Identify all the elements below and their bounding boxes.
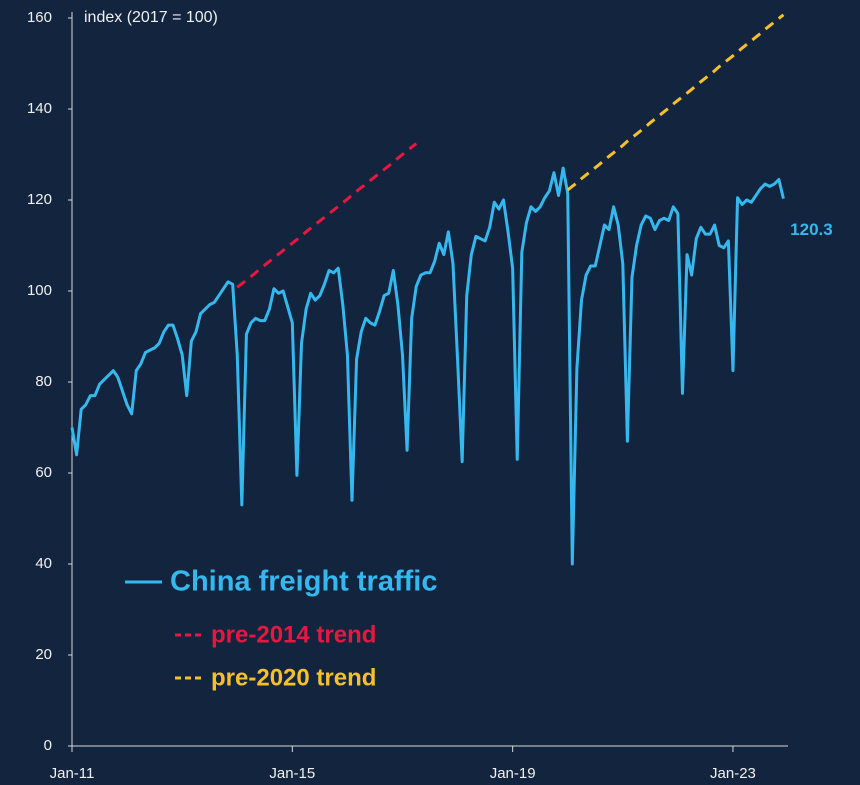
y-axis-label: index (2017 = 100) [84, 9, 218, 26]
x-tick-label: Jan-11 [50, 765, 95, 782]
y-tick-label: 120 [27, 191, 52, 208]
x-tick-label: Jan-19 [490, 765, 536, 782]
y-tick-label: 20 [35, 646, 52, 663]
y-tick-label: 80 [35, 373, 52, 390]
y-tick-label: 140 [27, 100, 52, 117]
series-line [566, 13, 785, 192]
y-tick-label: 100 [27, 282, 52, 299]
end-value-label: 120.3 [790, 220, 833, 239]
y-tick-label: 40 [35, 555, 52, 572]
y-tick-label: 160 [27, 9, 52, 26]
legend-label: pre-2020 trend [211, 664, 376, 691]
legend-label: pre-2014 trend [211, 621, 376, 648]
x-tick-label: Jan-23 [710, 765, 756, 782]
series-line [236, 142, 418, 289]
legend-label: China freight traffic [170, 566, 437, 598]
y-tick-label: 60 [35, 464, 52, 481]
x-tick-label: Jan-15 [269, 765, 315, 782]
series-line [70, 166, 785, 566]
y-tick-label: 0 [44, 737, 52, 754]
